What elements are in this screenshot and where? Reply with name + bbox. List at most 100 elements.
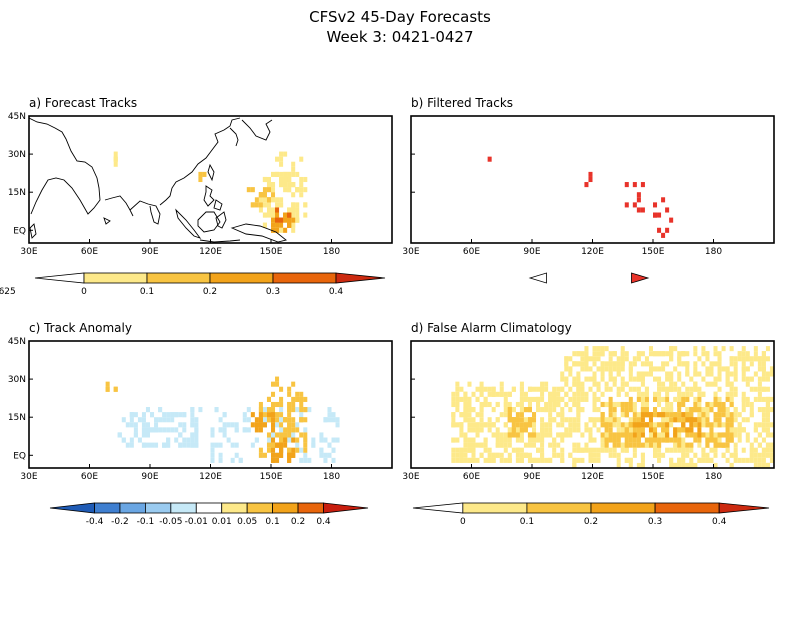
heatmap-cell: [540, 452, 545, 458]
heatmap-cell: [733, 412, 738, 418]
heatmap-cell: [271, 452, 276, 458]
heatmap-cell: [303, 442, 308, 448]
heatmap-cell: [628, 432, 633, 438]
heatmap-cell: [323, 437, 328, 443]
heatmap-cell: [733, 432, 738, 438]
heatmap-cell: [479, 381, 484, 387]
heatmap-cell: [640, 371, 645, 377]
heatmap-cell: [335, 422, 340, 428]
heatmap-cell: [262, 212, 267, 218]
heatmap-cell: [479, 427, 484, 433]
colorbar-label: 0.4: [316, 517, 331, 527]
heatmap-cell: [761, 351, 766, 357]
heatmap-cell: [612, 361, 617, 367]
heatmap-cell: [471, 391, 476, 397]
heatmap-cell: [765, 386, 770, 392]
heatmap-cell: [705, 457, 710, 463]
heatmap-cell: [604, 442, 609, 448]
heatmap-cell: [262, 192, 267, 198]
heatmap-cell: [604, 422, 609, 428]
heatmap-cell: [536, 401, 541, 408]
heatmap-cell: [600, 371, 605, 377]
colorbar-label: 0.1: [520, 517, 534, 527]
heatmap-cell: [129, 422, 134, 428]
heatmap-cell: [717, 361, 722, 367]
heatmap-cell: [709, 371, 714, 377]
x-tick-label: 150E: [642, 247, 665, 257]
heatmap-cell: [580, 356, 585, 362]
heatmap-cell: [769, 407, 774, 413]
heatmap-cell: [479, 407, 484, 413]
heatmap-cell: [636, 197, 641, 203]
heatmap-cell: [291, 227, 296, 233]
heatmap-cell: [331, 412, 336, 418]
heatmap-cell: [725, 396, 730, 402]
heatmap-cell: [640, 401, 645, 408]
heatmap-cell: [459, 452, 464, 458]
heatmap-cell: [113, 161, 118, 167]
heatmap-cell: [283, 176, 288, 183]
heatmap-cell: [705, 401, 710, 408]
heatmap-cell: [262, 197, 267, 203]
heatmap-cell: [640, 381, 645, 387]
heatmap-cell: [681, 401, 686, 408]
heatmap-cell: [640, 462, 645, 468]
heatmap-cell: [588, 457, 593, 463]
heatmap-cell: [540, 427, 545, 433]
heatmap-cell: [552, 437, 557, 443]
heatmap-cell: [697, 432, 702, 438]
heatmap-cell: [620, 361, 625, 367]
heatmap-cell: [624, 182, 629, 188]
x-tick-label: 150E: [260, 247, 283, 257]
heatmap-cell: [600, 351, 605, 357]
heatmap-cell: [596, 381, 601, 387]
heatmap-cell: [287, 447, 292, 453]
x-tick-label: 180: [323, 472, 340, 482]
heatmap-cell: [769, 457, 774, 463]
heatmap-cell: [133, 427, 138, 433]
heatmap-cell: [588, 452, 593, 458]
heatmap-cell: [616, 401, 621, 408]
heatmap-cell: [145, 407, 150, 413]
heatmap-cell: [757, 396, 762, 402]
heatmap-cell: [266, 412, 271, 418]
heatmap-cell: [725, 391, 730, 397]
heatmap-cell: [661, 396, 666, 402]
heatmap-cell: [765, 356, 770, 362]
heatmap-cell: [765, 371, 770, 377]
heatmap-cell: [576, 457, 581, 463]
heatmap-cell: [186, 437, 191, 443]
heatmap-cell: [507, 412, 512, 418]
heatmap-cell: [653, 452, 658, 458]
heatmap-cell: [612, 422, 617, 428]
heatmap-cell: [258, 202, 263, 208]
heatmap-cell: [271, 407, 276, 413]
heatmap-cell: [669, 217, 674, 223]
heatmap-cell: [279, 386, 284, 392]
heatmap-cell: [624, 381, 629, 387]
heatmap-cell: [592, 396, 597, 402]
heatmap-cell: [761, 366, 766, 372]
heatmap-cell: [665, 417, 670, 423]
heatmap-cell: [303, 432, 308, 438]
heatmap-cell: [644, 412, 649, 418]
heatmap-cell: [673, 427, 678, 433]
heatmap-cell: [182, 427, 187, 433]
heatmap-cell: [299, 457, 304, 463]
heatmap-cell: [697, 407, 702, 413]
heatmap-cell: [572, 361, 577, 367]
heatmap-cell: [499, 381, 504, 387]
heatmap-cell: [262, 187, 267, 193]
heatmap-cell: [761, 457, 766, 463]
heatmap-cell: [287, 176, 292, 183]
heatmap-cell: [628, 386, 633, 392]
colorbar-track-anomaly: -0.4 -0.2 -0.1 -0.05 -0.01 0.01 0.05 0.1 0.2 0.4: [49, 502, 369, 527]
heatmap-cell: [673, 381, 678, 387]
heatmap-cell: [640, 396, 645, 402]
heatmap-cell: [661, 432, 666, 438]
heatmap-cell: [640, 457, 645, 463]
heatmap-cell: [665, 401, 670, 408]
heatmap-cell: [495, 427, 500, 433]
heatmap-cell: [701, 447, 706, 453]
heatmap-cell: [487, 391, 492, 397]
